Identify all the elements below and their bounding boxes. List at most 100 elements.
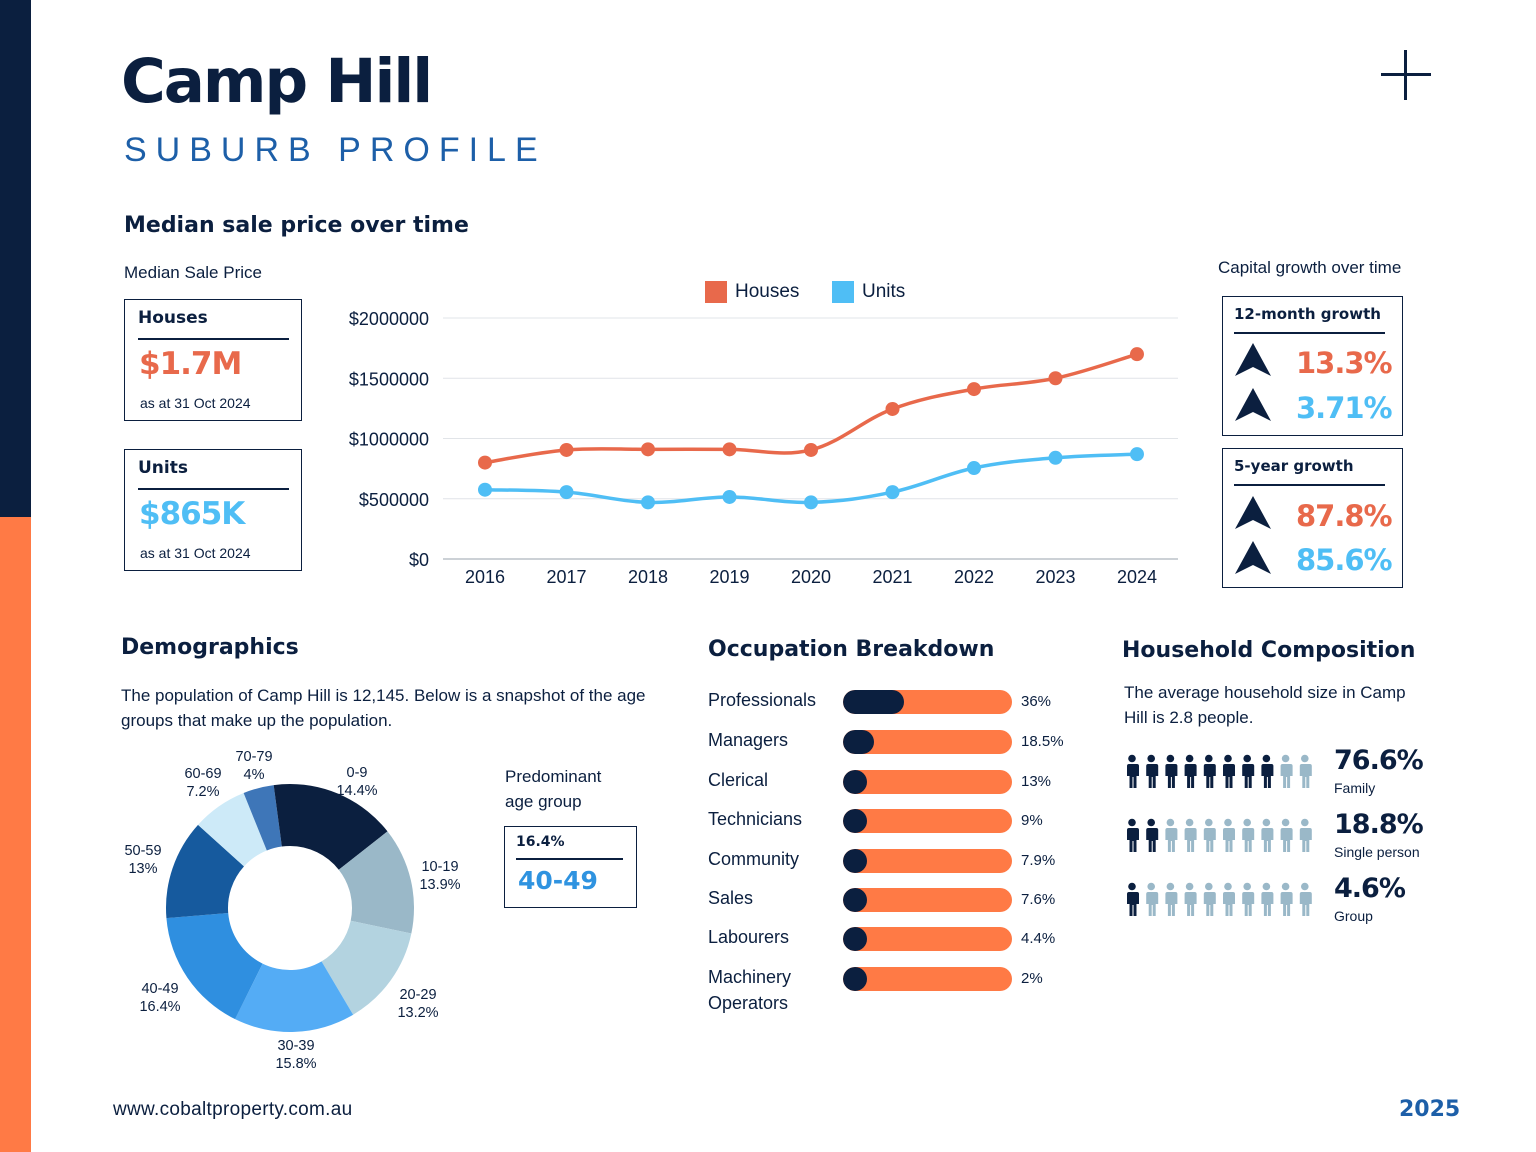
- person-icon: [1280, 818, 1293, 852]
- people-icon-row: [1127, 818, 1312, 852]
- twelve-month-growth-box: 12-month growth 13.3% 3.71%: [1222, 296, 1403, 436]
- person-icon: [1242, 754, 1255, 788]
- divider: [516, 858, 623, 860]
- donut-label-pct: 14.4%: [336, 783, 378, 799]
- household-heading: Household Composition: [1122, 638, 1416, 663]
- household-pct: 76.6%: [1334, 745, 1424, 776]
- donut-label-pct: 15.8%: [275, 1056, 317, 1072]
- data-point-houses: [478, 455, 492, 470]
- person-icon: [1184, 882, 1197, 916]
- person-icon: [1146, 882, 1159, 916]
- donut-label-pct: 13.9%: [419, 877, 461, 893]
- person-icon: [1203, 818, 1216, 852]
- person-icon: [1299, 754, 1312, 788]
- person-icon: [1223, 882, 1235, 916]
- twelve-month-units-growth: 3.71%: [1296, 391, 1393, 425]
- people-icon-row: [1127, 882, 1312, 916]
- person-icon: [1261, 882, 1274, 916]
- person-icon: [1146, 818, 1159, 852]
- page-subtitle: SUBURB PROFILE: [124, 131, 547, 169]
- occupation-pct: 7.9%: [1021, 852, 1056, 869]
- predominant-label-line1: Predominant: [505, 767, 602, 786]
- houses-price-box: Houses $1.7M as at 31 Oct 2024: [124, 299, 302, 421]
- data-point-units: [478, 482, 492, 497]
- arrow-up-icon: [1235, 388, 1271, 421]
- person-icon: [1165, 882, 1178, 916]
- x-tick-label: 2021: [872, 567, 912, 587]
- predominant-label-line2: age group: [505, 792, 582, 811]
- houses-as-at: as at 31 Oct 2024: [140, 395, 251, 411]
- donut-slice-70-79: [243, 785, 282, 851]
- occupation-bar-track: [843, 809, 1012, 833]
- occupation-label: Professionals: [708, 690, 817, 710]
- donut-label-group: 50-59: [124, 843, 162, 859]
- occupation-bar-track: [843, 967, 1012, 991]
- donut-label-70-79: 70-79 4%: [214, 748, 294, 784]
- donut-label-pct: 16.4%: [139, 999, 181, 1015]
- data-point-houses: [641, 442, 655, 457]
- occupation-bar-track: [843, 690, 1012, 714]
- donut-label-0-9: 0-9 14.4%: [317, 764, 397, 800]
- data-point-houses: [804, 442, 818, 457]
- units-as-at: as at 31 Oct 2024: [140, 545, 251, 561]
- occupation-label: Community: [708, 849, 800, 869]
- data-point-houses: [1130, 347, 1144, 362]
- occupation-pct: 13%: [1021, 773, 1052, 790]
- occupation-bar-fill: [843, 967, 867, 991]
- y-tick-label: $0: [409, 550, 429, 570]
- divider: [138, 338, 289, 340]
- data-point-units: [1048, 450, 1063, 465]
- donut-slice-80+: [273, 784, 290, 847]
- person-icon: [1261, 754, 1274, 788]
- donut-label-10-19: 10-19 13.9%: [400, 858, 480, 894]
- divider: [138, 488, 289, 490]
- occupation-label: Machinery Operators: [708, 964, 791, 1016]
- person-icon: [1299, 882, 1312, 916]
- household-caption: Family: [1334, 780, 1376, 796]
- x-tick-label: 2019: [709, 567, 749, 587]
- donut-label-pct: 13%: [128, 861, 158, 877]
- legend-label-units: Units: [862, 281, 906, 302]
- legend-swatch-houses: [705, 281, 727, 303]
- occupation-pct: 18.5%: [1021, 733, 1064, 750]
- donut-label-pct: 13.2%: [397, 1005, 439, 1021]
- person-icon: [1165, 754, 1178, 788]
- household-caption: Single person: [1334, 844, 1420, 860]
- person-icon: [1127, 882, 1139, 916]
- occupation-label: Labourers: [708, 927, 790, 947]
- donut-label-group: 40-49: [141, 981, 179, 997]
- occupation-pct: 9%: [1021, 812, 1043, 829]
- donut-label-40-49: 40-49 16.4%: [120, 980, 200, 1016]
- person-icon: [1242, 818, 1255, 852]
- household-caption: Group: [1334, 908, 1373, 924]
- arrow-up-icon: [1235, 541, 1271, 574]
- footer-url[interactable]: www.cobaltproperty.com.au: [113, 1099, 353, 1120]
- series-line-units: [484, 452, 1138, 505]
- occupation-heading: Occupation Breakdown: [708, 637, 995, 662]
- data-point-units: [722, 489, 737, 504]
- person-icon: [1127, 818, 1139, 852]
- arrow-up-icon: [1235, 496, 1271, 529]
- donut-label-group: 0-9: [346, 765, 368, 781]
- five-year-growth-box: 5-year growth 87.8% 85.6%: [1222, 448, 1403, 588]
- household-pct: 4.6%: [1334, 873, 1406, 904]
- data-point-houses: [559, 442, 574, 457]
- person-icon: [1223, 754, 1235, 788]
- person-icon: [1165, 818, 1178, 852]
- person-icon: [1280, 882, 1293, 916]
- occupation-bar-track: [843, 849, 1012, 873]
- side-accent-orange: [0, 517, 31, 1152]
- donut-label-group: 60-69: [184, 766, 222, 782]
- donut-label-group: 10-19: [421, 859, 459, 875]
- houses-price-label: Houses: [138, 308, 208, 328]
- occupation-bar-track: [843, 770, 1012, 794]
- donut-label-20-29: 20-29 13.2%: [378, 986, 458, 1022]
- x-tick-label: 2020: [791, 567, 831, 587]
- median-sub-label: Median Sale Price: [124, 263, 262, 282]
- arrow-up-icon: [1235, 343, 1271, 376]
- x-tick-label: 2022: [954, 567, 994, 587]
- y-tick-label: $2000000: [349, 309, 429, 329]
- donut-slice-60-69: [198, 792, 267, 867]
- person-icon: [1127, 754, 1139, 788]
- occupation-pct: 7.6%: [1021, 891, 1056, 908]
